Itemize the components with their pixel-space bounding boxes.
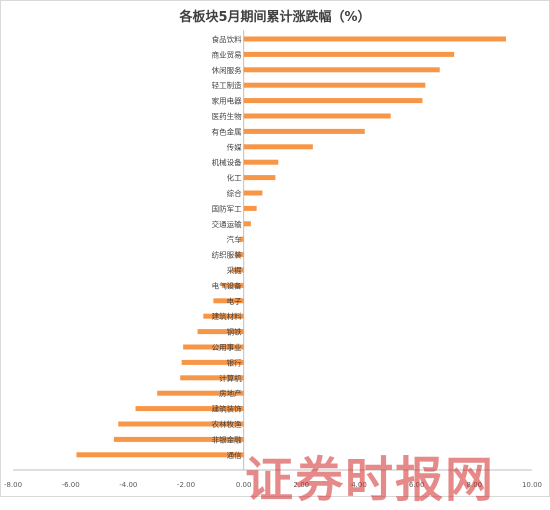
category-label: 建筑材料: [212, 311, 242, 321]
category-label: 计算机: [219, 373, 242, 383]
category-label: 银行: [227, 357, 242, 367]
x-tick-label: 4.00: [351, 481, 367, 489]
category-label: 房地产: [219, 388, 242, 398]
category-label: 采掘: [227, 265, 242, 275]
x-tick-label: 2.00: [294, 481, 310, 489]
bar: [197, 329, 244, 335]
bar: [243, 98, 423, 104]
bar: [232, 267, 244, 273]
category-label: 电气设备: [212, 280, 242, 290]
category-label: 商业贸易: [212, 49, 242, 59]
category-label: 家用电器: [212, 96, 242, 106]
bar: [76, 452, 244, 458]
x-tick-label: 6.00: [409, 481, 425, 489]
category-label: 食品饮料: [212, 34, 242, 44]
bar: [243, 175, 276, 181]
x-tick-label: -8.00: [4, 481, 22, 489]
bar: [157, 390, 244, 396]
category-label: 电子: [227, 296, 242, 306]
bar: [243, 82, 426, 88]
category-label: 纺织服装: [212, 250, 242, 260]
bar: [203, 313, 244, 319]
chart-title: 各板块5月期间累计涨跌幅（%）: [179, 10, 371, 25]
bar: [243, 144, 313, 150]
bar: [243, 190, 263, 196]
category-label: 传媒: [227, 142, 242, 152]
bar: [243, 205, 257, 211]
bar: [180, 375, 244, 381]
x-tick-label: 8.00: [467, 481, 483, 489]
bar: [213, 298, 244, 304]
bar: [239, 236, 244, 242]
bar: [113, 436, 244, 442]
category-label: 农林牧渔: [212, 419, 242, 429]
category-label: 休闲服务: [212, 65, 242, 75]
category-label: 建筑装饰: [212, 404, 242, 414]
category-label: 汽车: [227, 234, 242, 244]
bar: [243, 221, 251, 227]
category-label-layer: 食品饮料商业贸易休闲服务轻工制造家用电器医药生物有色金属传媒机械设备化工综合国防…: [212, 34, 242, 460]
category-label: 综合: [227, 188, 242, 198]
x-tick-label: -4.00: [119, 481, 137, 489]
bar: [235, 252, 244, 258]
bar: [135, 406, 244, 412]
category-label: 通信: [227, 450, 242, 460]
bar: [243, 128, 365, 134]
category-label: 轻工制造: [212, 80, 242, 90]
bar: [183, 344, 244, 350]
x-tick-label: 0.00: [236, 481, 252, 489]
bar: [181, 359, 244, 365]
bar: [243, 159, 279, 165]
category-label: 国防军工: [212, 203, 242, 213]
category-label: 医药生物: [212, 111, 242, 121]
bar: [243, 67, 440, 73]
category-label: 有色金属: [212, 126, 242, 136]
category-label: 化工: [227, 173, 242, 183]
category-label: 交通运输: [212, 219, 242, 229]
category-label: 机械设备: [212, 157, 242, 167]
category-label: 非银金融: [212, 434, 242, 444]
bar-chart: -8.00 -6.00 -4.00 -2.00 0.00 2.00 4.00 6.00 8.00…: [4, 30, 542, 489]
x-tick-label: 10.00: [522, 481, 542, 489]
bar: [243, 51, 455, 57]
category-label: 公用事业: [212, 342, 242, 352]
bar: [243, 36, 507, 42]
axis-layer: -8.00 -6.00 -4.00 -2.00 0.00 2.00 4.00 6.00 8.00…: [4, 30, 542, 489]
bar-layer: [76, 36, 507, 458]
bar: [243, 113, 391, 119]
x-tick-label: -6.00: [62, 481, 80, 489]
bar: [222, 282, 244, 288]
bar: [118, 421, 244, 427]
category-label: 钢铁: [227, 327, 242, 337]
x-tick-label: -2.00: [177, 481, 195, 489]
